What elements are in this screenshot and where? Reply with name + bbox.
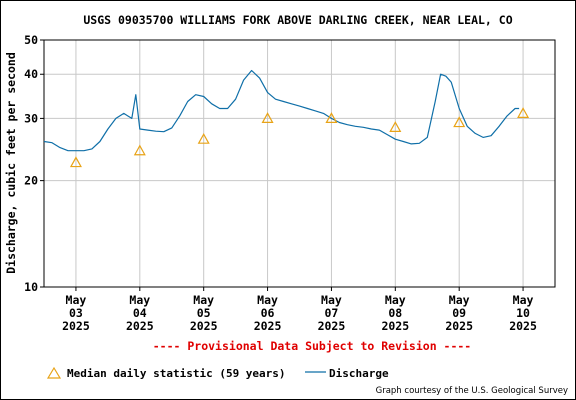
x-tick-label-line: 2025 <box>509 319 537 333</box>
x-tick-label-line: 09 <box>452 306 466 320</box>
x-tick-label-line: May <box>257 293 278 307</box>
x-tick-label-line: 03 <box>69 306 83 320</box>
x-tick-label-line: 2025 <box>126 319 154 333</box>
x-tick-label-line: May <box>66 293 87 307</box>
chart-title: USGS 09035700 WILLIAMS FORK ABOVE DARLIN… <box>83 13 512 27</box>
median-marker <box>517 107 530 118</box>
x-tick-label-line: 10 <box>516 306 530 320</box>
discharge-line <box>43 69 520 152</box>
x-tick-label-line: May <box>449 293 470 307</box>
y-tick-label: 20 <box>24 174 38 188</box>
x-tick-label-line: May <box>321 293 342 307</box>
x-tick-label-line: 06 <box>261 306 275 320</box>
median-marker <box>133 144 146 156</box>
median-marker <box>261 112 274 123</box>
x-tick-label-line: May <box>129 293 150 307</box>
x-tick-label-line: 07 <box>325 306 339 320</box>
x-tick-label-line: 05 <box>197 306 211 320</box>
median-marker <box>69 156 82 168</box>
x-tick-label-line: 04 <box>133 306 147 320</box>
y-tick-label: 50 <box>24 33 38 47</box>
x-tick-label-line: May <box>385 293 406 307</box>
plot-area-border <box>43 39 556 288</box>
y-tick-label: 30 <box>24 111 38 125</box>
grid-lines <box>44 39 555 288</box>
y-axis-label: Discharge, cubic feet per second <box>4 52 18 274</box>
credit-text: Graph courtesy of the U.S. Geological Su… <box>376 386 568 396</box>
x-tick-label-line: 2025 <box>318 319 346 333</box>
legend: Median daily statistic (59 years) Discha… <box>46 366 389 380</box>
x-tick-label-line: 2025 <box>62 319 90 333</box>
median-marker <box>389 121 402 132</box>
x-tick-label-line: 2025 <box>445 319 473 333</box>
y-tick-label: 10 <box>24 280 38 294</box>
legend-discharge-label: Discharge <box>329 367 389 380</box>
x-tick-label-line: 2025 <box>381 319 409 333</box>
x-tick-label-line: May <box>193 293 214 307</box>
legend-median-marker <box>46 366 62 379</box>
y-tick-label: 40 <box>24 67 38 81</box>
provisional-note: ---- Provisional Data Subject to Revisio… <box>153 339 472 353</box>
series-layer <box>43 69 530 168</box>
x-tick-label-line: 2025 <box>190 319 218 333</box>
median-marker <box>197 132 210 144</box>
median-marker <box>453 116 466 128</box>
x-tick-label-line: 08 <box>388 306 402 320</box>
x-tick-label-line: 2025 <box>254 319 282 333</box>
x-tick-label-line: May <box>513 293 534 307</box>
tick-labels: 1020304050May032025May042025May052025May… <box>24 33 537 333</box>
median-marker <box>325 112 338 123</box>
legend-median-label: Median daily statistic (59 years) <box>67 367 286 380</box>
axes <box>40 39 556 291</box>
